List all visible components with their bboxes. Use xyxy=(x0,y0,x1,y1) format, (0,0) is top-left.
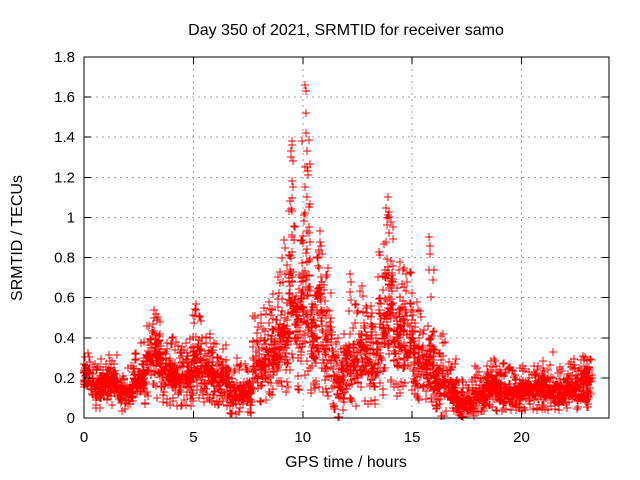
x-axis-title: GPS time / hours xyxy=(285,454,407,471)
y-tick-label: 1 xyxy=(67,209,75,226)
y-tick-label: 0.8 xyxy=(54,250,75,267)
x-tick-label: 5 xyxy=(189,429,197,446)
y-tick-label: 0.2 xyxy=(54,370,75,387)
y-tick-label: 1.6 xyxy=(54,89,75,106)
scatter-points xyxy=(80,81,596,421)
x-tick-label: 0 xyxy=(80,429,88,446)
y-tick-label: 1.8 xyxy=(54,49,75,66)
y-tick-label: 0.6 xyxy=(54,290,75,307)
y-tick-label: 0.4 xyxy=(54,330,75,347)
y-tick-label: 0 xyxy=(67,410,75,427)
plot-border xyxy=(83,56,610,419)
plot-frame-layer: 0 0.2 0.4 0.6 0.8 1 1.2 1.4 1.6 1.8 0 5 10 15 20 xyxy=(54,49,610,446)
y-tick-label: 1.2 xyxy=(54,169,75,186)
chart-title: Day 350 of 2021, SRMTID for receiver sam… xyxy=(188,22,504,39)
x-tick-label: 15 xyxy=(404,429,421,446)
x-tick-label: 10 xyxy=(294,429,311,446)
data-points-layer xyxy=(80,81,596,421)
x-tick-label: 20 xyxy=(513,429,530,446)
y-axis-title: SRMTID / TECUs xyxy=(9,175,26,301)
y-tick-label: 1.4 xyxy=(54,129,75,146)
